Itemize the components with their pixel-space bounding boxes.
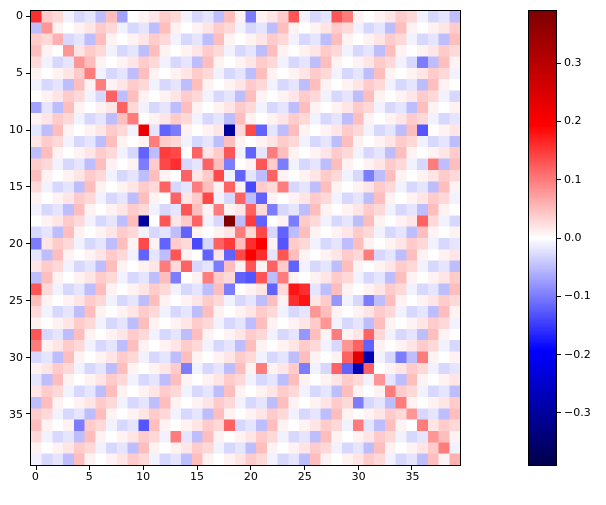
- colorbar-tick-mark: [557, 237, 561, 239]
- y-tick-label: 35: [9, 407, 23, 421]
- y-tick-label: 0: [16, 8, 23, 22]
- colorbar-tick-mark: [557, 353, 561, 355]
- colorbar-tick-mark: [557, 179, 561, 181]
- colorbar-tick-mark: [557, 412, 561, 414]
- y-tick-label: 20: [9, 236, 23, 250]
- x-tick-mark: [143, 466, 145, 470]
- x-tick-label: 5: [85, 470, 93, 483]
- colorbar-tick-label: 0.2: [564, 114, 582, 128]
- y-tick-mark: [26, 356, 30, 358]
- x-tick-label: 20: [243, 470, 258, 483]
- y-tick-mark: [26, 129, 30, 131]
- colorbar-tick-labels: 0.3 0.2 0.1 0.0 −0.1 −0.2 −0.3: [564, 10, 604, 466]
- plot-area: [26, 10, 461, 470]
- y-tick-label: 25: [9, 293, 23, 307]
- y-tick-mark: [26, 186, 30, 188]
- colorbar-canvas: [529, 11, 556, 465]
- x-tick-mark: [35, 466, 37, 470]
- y-tick-mark: [26, 299, 30, 301]
- y-axis-tick-labels: 0 5 10 15 20 25 30 35: [0, 8, 25, 466]
- heatmap-canvas: [31, 11, 460, 465]
- x-tick-label: 15: [190, 470, 204, 483]
- x-tick-mark: [303, 466, 305, 470]
- colorbar-tick-label: −0.2: [564, 347, 591, 361]
- x-tick-mark: [89, 466, 91, 470]
- x-tick-label: 35: [405, 470, 420, 483]
- colorbar-tick-label: 0.0: [564, 231, 582, 244]
- y-tick-label: 10: [9, 122, 23, 136]
- x-tick-mark: [411, 466, 413, 470]
- y-tick-label: 30: [9, 350, 23, 364]
- y-tick-mark: [26, 72, 30, 74]
- colorbar-tick-label: 0.3: [564, 55, 582, 69]
- x-tick-mark: [196, 466, 198, 470]
- y-tick-label: 15: [9, 179, 23, 193]
- colorbar-tick-mark: [557, 295, 561, 297]
- y-tick-mark: [26, 243, 30, 245]
- colorbar-tick-mark: [557, 121, 561, 123]
- y-tick-label: 5: [16, 65, 23, 79]
- x-tick-label: 25: [297, 470, 312, 483]
- x-tick-label: 0: [31, 470, 39, 483]
- x-tick-mark: [250, 466, 252, 470]
- colorbar: [528, 10, 561, 466]
- x-tick-mark: [357, 466, 359, 470]
- y-tick-mark: [26, 16, 30, 18]
- colorbar-tick-label: 0.1: [564, 172, 582, 186]
- x-tick-label: 10: [136, 470, 151, 483]
- x-tick-label: 30: [351, 470, 366, 483]
- x-axis-tick-labels: 0 5 10 15 20 25 30 35: [30, 471, 461, 485]
- colorbar-tick-label: −0.1: [564, 289, 591, 303]
- colorbar-tick-mark: [557, 62, 561, 64]
- y-tick-mark: [26, 413, 30, 415]
- colorbar-tick-label: −0.3: [564, 406, 591, 420]
